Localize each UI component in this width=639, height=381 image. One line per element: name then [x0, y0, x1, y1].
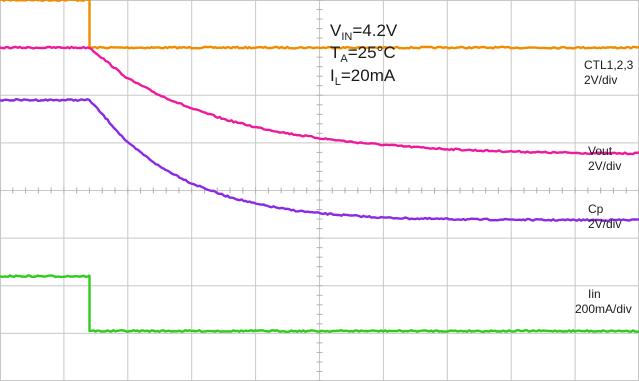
cp-trace [0, 98, 639, 222]
cp-channel-scale: 2V/div [588, 217, 621, 231]
ta-symbol: T [330, 43, 340, 62]
ctl-channel-scale: 2V/div [584, 73, 617, 87]
il-condition: IL=20mA [330, 66, 396, 88]
ta-condition: TA=25°C [330, 43, 396, 65]
ta-subscript: A [340, 53, 348, 65]
channel-labels: CTL1,2,3 2V/div Vout 2V/div Cp 2V/div Ii… [575, 58, 634, 316]
ctl-trace [0, 0, 639, 50]
vin-value: =4.2V [352, 21, 398, 40]
il-subscript: L [335, 76, 341, 88]
vin-symbol: V [330, 21, 342, 40]
iin-channel-scale: 200mA/div [575, 302, 632, 316]
il-value: =20mA [341, 66, 396, 85]
vout-channel-name: Vout [588, 144, 613, 158]
ctl-channel-name: CTL1,2,3 [584, 58, 634, 72]
vout-channel-scale: 2V/div [588, 159, 621, 173]
cp-channel-name: Cp [588, 202, 604, 216]
traces [0, 0, 639, 333]
vout-trace [0, 45, 639, 156]
vin-condition: VIN=4.2V [330, 21, 398, 43]
vin-subscript: IN [341, 31, 352, 43]
iin-channel-name: Iin [588, 287, 601, 301]
ta-value: =25°C [348, 43, 396, 62]
il-symbol: I [330, 66, 335, 85]
test-conditions: VIN=4.2V TA=25°C IL=20mA [330, 21, 398, 88]
iin-trace [0, 274, 639, 333]
